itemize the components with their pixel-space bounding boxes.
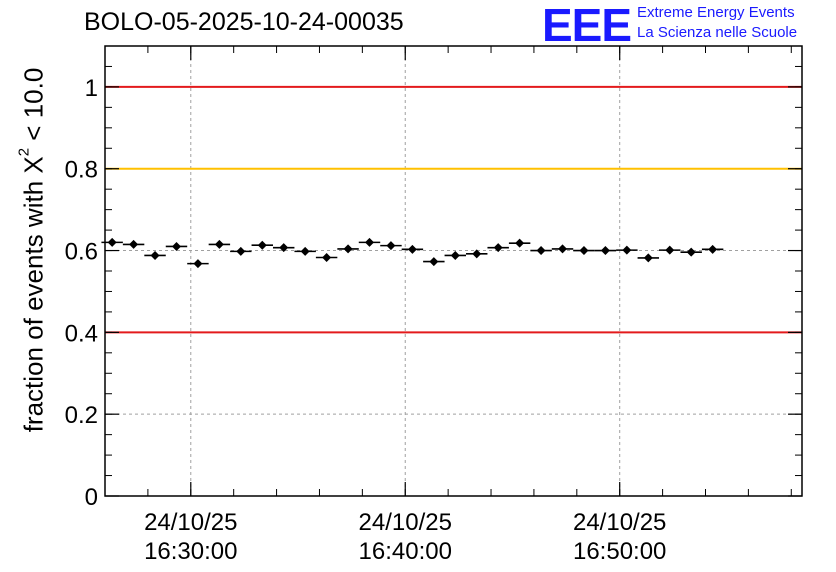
data-point	[343, 244, 353, 254]
data-point	[515, 238, 525, 248]
data-point	[107, 237, 117, 247]
data-point	[493, 243, 503, 253]
y-axis-label-suffix: < 10.0	[18, 67, 49, 148]
data-point	[579, 246, 589, 256]
data-point	[600, 246, 610, 256]
data-point	[450, 250, 460, 260]
data-point	[429, 257, 439, 267]
data-point	[300, 246, 310, 256]
data-point	[536, 246, 546, 256]
data-points	[101, 237, 724, 269]
logo-line-1: Extreme Energy Events	[637, 4, 795, 21]
data-point	[257, 240, 267, 250]
grid-layer	[105, 46, 802, 497]
y-axis-label-prefix: fraction of events with	[18, 173, 49, 433]
y-axis-label-superscript: 2	[15, 147, 33, 157]
x-tick-label-date: 24/10/25	[359, 509, 452, 536]
chart-title: BOLO-05-2025-10-24-00035	[84, 8, 404, 36]
data-point	[279, 243, 289, 253]
data-point	[386, 241, 396, 251]
data-point	[150, 250, 160, 260]
x-tick-label-date: 24/10/25	[144, 509, 237, 536]
logo-line-2: La Scienza nelle Scuole	[637, 24, 798, 41]
data-point	[472, 249, 482, 259]
data-point	[236, 246, 246, 256]
data-point	[407, 244, 417, 254]
plot-frame	[104, 45, 803, 497]
data-point	[214, 239, 224, 249]
reference-lines	[105, 85, 802, 334]
data-point	[643, 253, 653, 263]
data-point	[665, 245, 675, 255]
y-tick-label: 1	[85, 75, 98, 102]
tick-labels: 00.20.40.60.8124/10/2516:30:0024/10/2516…	[65, 75, 667, 565]
data-point	[558, 244, 568, 254]
y-tick-label: 0.8	[65, 157, 98, 184]
data-point	[171, 241, 181, 251]
x-tick-label-time: 16:50:00	[573, 538, 666, 565]
x-tick-label-time: 16:40:00	[359, 538, 452, 565]
logo-mark: EEE	[542, 0, 632, 51]
data-point	[686, 247, 696, 257]
data-point	[129, 239, 139, 249]
data-point	[322, 253, 332, 262]
data-point	[622, 245, 632, 255]
data-point	[708, 244, 718, 254]
x-tick-label-time: 16:30:00	[144, 538, 237, 565]
x-tick-label-date: 24/10/25	[573, 509, 666, 536]
y-tick-label: 0.4	[65, 320, 98, 347]
y-axis-label-symbol: X	[18, 156, 49, 174]
data-point	[193, 259, 203, 269]
axis-ticks	[104, 45, 802, 497]
y-tick-label: 0	[85, 484, 98, 511]
y-tick-label: 0.6	[65, 239, 98, 266]
y-tick-label: 0.2	[65, 402, 98, 429]
data-point	[365, 237, 375, 247]
